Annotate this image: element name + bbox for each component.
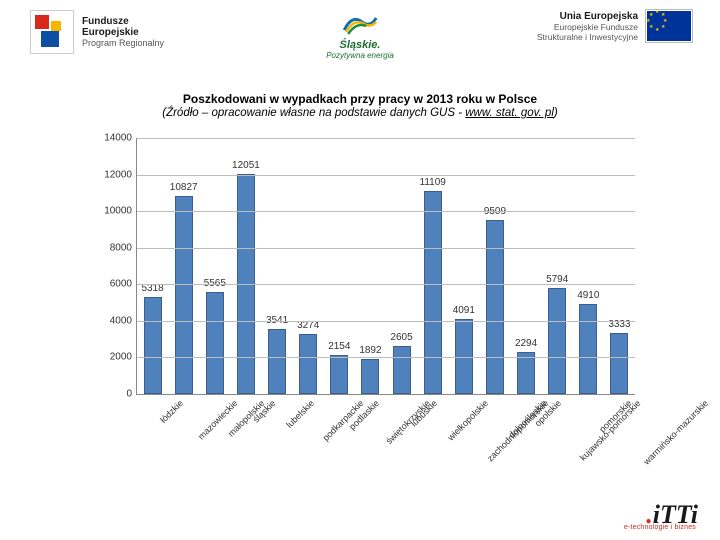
ytick-label: 12000 [92, 169, 132, 180]
logo-eu: Unia Europejska Europejskie Fundusze Str… [537, 10, 692, 42]
plot-area: 5318108275565120513541327421541892260511… [136, 138, 635, 395]
x-category-label: wielkopolskie [445, 398, 490, 443]
bar-value-label: 4910 [577, 290, 599, 301]
slaskie-line2: Pozytywna energia [326, 51, 394, 60]
fe-text: Fundusze Europejskie Program Regionalny [82, 16, 164, 48]
eu-flag-icon: ★★ ★★ ★★ ★★ [646, 10, 692, 42]
ytick-label: 14000 [92, 133, 132, 144]
bars-layer: 5318108275565120513541327421541892260511… [137, 138, 635, 394]
bar [393, 346, 411, 394]
bar-value-label: 1892 [359, 345, 381, 356]
footer-brand: .iTTi e-technologie i biznes [646, 500, 698, 530]
bar-value-label: 4091 [453, 305, 475, 316]
bar-value-label: 11109 [420, 177, 446, 188]
source-link[interactable]: www. stat. gov. pl [465, 107, 554, 119]
bar-value-label: 2294 [515, 338, 537, 349]
itti-tagline: e-technologie i biznes [624, 524, 696, 531]
bar-value-label: 12051 [232, 160, 260, 171]
fe-mark-icon [30, 10, 74, 54]
ytick-label: 8000 [92, 242, 132, 253]
bar [361, 359, 379, 394]
fe-line1: Fundusze [82, 16, 164, 27]
eu-line2: Europejskie Fundusze [537, 22, 638, 32]
bar [175, 196, 193, 394]
bar [424, 191, 442, 394]
x-category-label: warmińsko-mazurskie [642, 398, 711, 467]
ytick-label: 6000 [92, 279, 132, 290]
gridline [137, 248, 635, 249]
bar [548, 288, 566, 394]
eu-line3: Strukturalne i Inwestycyjne [537, 32, 638, 42]
gridline [137, 357, 635, 358]
gridline [137, 138, 635, 139]
ytick-label: 0 [92, 389, 132, 400]
bar [486, 220, 504, 394]
gridline [137, 284, 635, 285]
subtitle-prefix: (Źródło – opracowanie własne na podstawi… [162, 107, 465, 119]
logo-slaskie: Śląskie. Pozytywna energia [326, 10, 394, 60]
subtitle-suffix: ) [554, 107, 558, 119]
eu-text: Unia Europejska Europejskie Fundusze Str… [537, 11, 638, 42]
bar [330, 355, 348, 394]
ytick-label: 2000 [92, 352, 132, 363]
bar [579, 304, 597, 394]
eu-line1: Unia Europejska [537, 11, 638, 22]
bar [610, 333, 628, 394]
bar-chart: 5318108275565120513541327421541892260511… [92, 138, 634, 434]
slaskie-line1: Śląskie. [340, 39, 381, 51]
gridline [137, 175, 635, 176]
chart-subtitle: (Źródło – opracowanie własne na podstawi… [0, 107, 720, 119]
slaskie-swirl-icon [340, 10, 380, 38]
ytick-label: 10000 [92, 206, 132, 217]
chart-title: Poszkodowani w wypadkach przy pracy w 20… [0, 92, 720, 106]
logo-fundusze: Fundusze Europejskie Program Regionalny [30, 10, 164, 54]
header-bar: Fundusze Europejskie Program Regionalny … [0, 10, 720, 78]
ytick-label: 4000 [92, 315, 132, 326]
fe-line3: Program Regionalny [82, 38, 164, 48]
x-category-label: lubelskie [284, 398, 316, 430]
bar-value-label: 2605 [390, 332, 412, 343]
bar [206, 292, 224, 394]
bar-value-label: 10827 [170, 182, 198, 193]
gridline [137, 211, 635, 212]
gridline [137, 321, 635, 322]
bar [268, 329, 286, 394]
bar [299, 334, 317, 394]
bar [144, 297, 162, 394]
page-root: Fundusze Europejskie Program Regionalny … [0, 0, 720, 540]
chart-title-block: Poszkodowani w wypadkach przy pracy w 20… [0, 92, 720, 119]
x-category-label: kujawsko-pomorskie [578, 398, 643, 463]
x-category-label: łódzkie [158, 398, 185, 425]
bar-value-label: 2154 [328, 341, 350, 352]
fe-line2: Europejskie [82, 27, 164, 38]
